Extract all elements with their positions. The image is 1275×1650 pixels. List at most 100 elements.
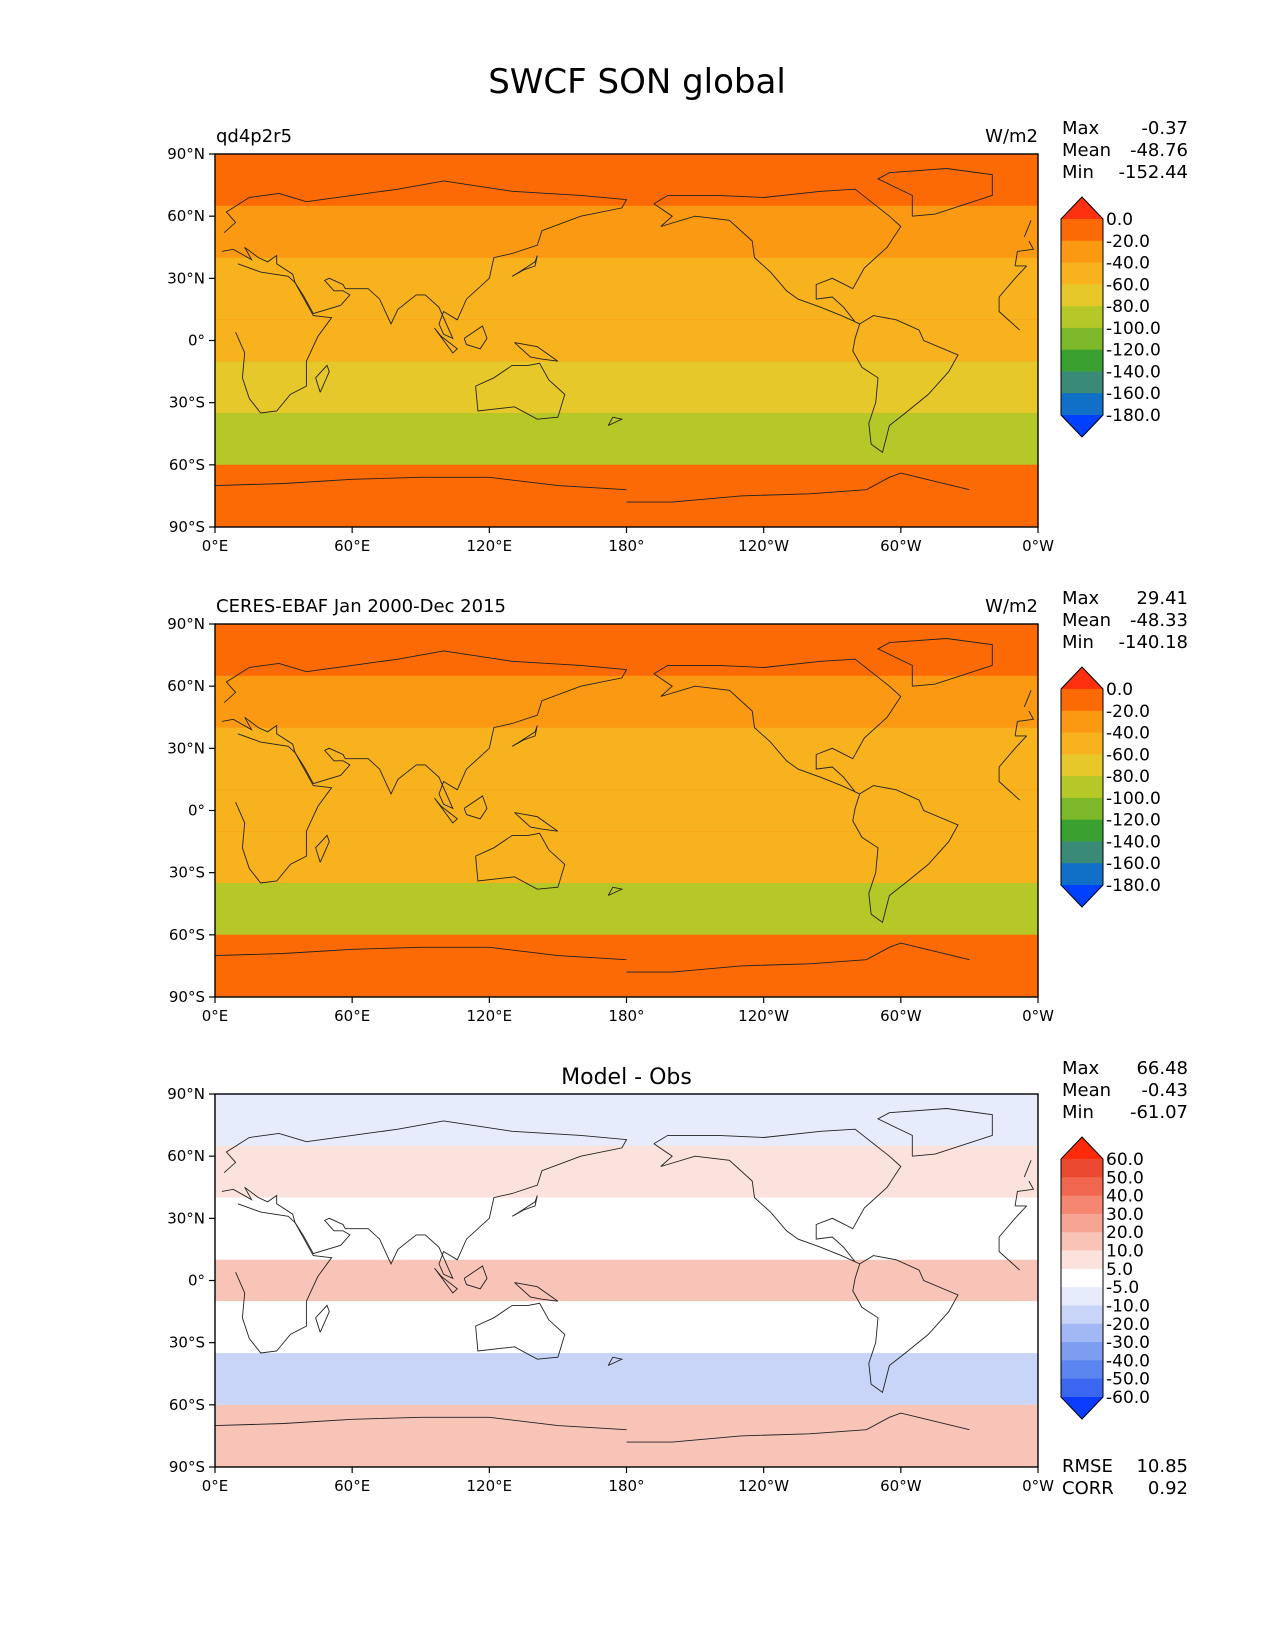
stat-value-min: -152.44 <box>1119 162 1188 183</box>
coastline <box>607 1356 624 1366</box>
colorbar-label: -40.0 <box>1106 254 1150 274</box>
coastline <box>463 325 488 350</box>
coastline <box>607 886 624 896</box>
coastline <box>221 650 1035 810</box>
colorbar-segment <box>1061 1213 1103 1233</box>
x-tick-label: 0°W <box>1022 1007 1054 1025</box>
stat-label-mean: Mean <box>1062 1080 1111 1101</box>
zonal-band-6 <box>215 883 1038 935</box>
colorbar-label: -60.0 <box>1106 275 1150 295</box>
x-tick-label: 180° <box>608 537 644 555</box>
stat-value-rmse: 10.85 <box>1136 1456 1188 1477</box>
colorbar-label: -50.0 <box>1106 1370 1150 1390</box>
colorbar-label: 60.0 <box>1106 1150 1144 1170</box>
coastline <box>877 638 993 687</box>
zonal-band-7 <box>215 464 1038 527</box>
coastline <box>221 180 1035 340</box>
colorbar-label: -20.0 <box>1106 232 1150 252</box>
coastline <box>221 1120 1035 1280</box>
y-tick-label: 0° <box>188 332 205 350</box>
stat-value-mean: -48.33 <box>1130 610 1188 631</box>
zonal-band-1 <box>215 624 1038 676</box>
colorbar-label: 10.0 <box>1106 1242 1144 1262</box>
coastline <box>235 733 1027 884</box>
x-tick-label: 60°W <box>880 537 922 555</box>
colorbar-label: -30.0 <box>1106 1333 1150 1353</box>
x-tick-label: 60°W <box>880 1007 922 1025</box>
zonal-band-5 <box>215 831 1038 884</box>
y-tick-label: 90°S <box>169 1458 205 1476</box>
coastline <box>475 362 566 420</box>
field <box>215 154 1038 527</box>
colorbar-label: 5.0 <box>1106 1260 1133 1280</box>
stat-value-max: 29.41 <box>1136 588 1188 609</box>
colorbar-segment <box>1061 1305 1103 1325</box>
coastline <box>235 263 1027 414</box>
stat-label-min: Min <box>1062 1102 1094 1123</box>
x-tick-label: 120°W <box>738 1477 789 1495</box>
colorbar-extend-top <box>1061 667 1103 689</box>
coastline <box>1023 1160 1032 1178</box>
colorbar-segment <box>1061 262 1103 285</box>
colorbar-label: -100.0 <box>1106 789 1161 809</box>
y-tick-label: 30°N <box>167 739 205 757</box>
colorbar-label: -60.0 <box>1106 745 1150 765</box>
coastline <box>514 1282 559 1302</box>
colorbar-segment <box>1061 1159 1103 1178</box>
colorbar-label: -10.0 <box>1106 1296 1150 1316</box>
colorbar-label: -120.0 <box>1106 811 1161 831</box>
coastline <box>1023 690 1032 708</box>
stat-value-corr: 0.92 <box>1148 1478 1188 1499</box>
panels: 0°E 60°E 120°E 180° 120°W 60°W 0°W 90°N 60°N 30°N… <box>167 118 1188 1499</box>
panel-units: W/m2 <box>985 596 1038 617</box>
colorbar-label: 40.0 <box>1106 1187 1144 1207</box>
stat-label-max: Max <box>1062 1058 1100 1079</box>
colorbar-segment <box>1061 284 1103 307</box>
x-tick-label: 60°E <box>334 1007 370 1025</box>
panel-title: CERES-EBAF Jan 2000-Dec 2015 <box>216 596 506 617</box>
stat-value-mean: -48.76 <box>1130 140 1188 161</box>
colorbar-label: -140.0 <box>1106 832 1161 852</box>
colorbar-extend-bottom <box>1061 1397 1103 1419</box>
colorbar-segment <box>1061 776 1103 799</box>
stat-label-min: Min <box>1062 632 1094 653</box>
coastline <box>514 812 559 832</box>
y-tick-label: 90°S <box>169 988 205 1006</box>
coastline <box>511 1195 538 1217</box>
coastline <box>852 315 959 454</box>
x-tick-label: 120°E <box>467 537 513 555</box>
stat-value-min: -140.18 <box>1119 632 1188 653</box>
zonal-band-5 <box>215 361 1038 414</box>
y-tick-label: 60°S <box>169 926 205 944</box>
colorbar-label: -140.0 <box>1106 362 1161 382</box>
y-tick-label: 60°S <box>169 456 205 474</box>
map-panel-3: 0°E 60°E 120°E 180° 120°W 60°W 0°W 90°N 60°N 30°N… <box>167 1058 1188 1499</box>
colorbar-outline <box>1060 196 1104 438</box>
coastline <box>215 1412 970 1443</box>
coastline <box>653 658 902 795</box>
colorbar-segment <box>1061 732 1103 755</box>
colorbar-extend-top <box>1061 197 1103 219</box>
colorbar: 0.0-20.0-40.0-60.0-80.0-100.0-120.0-140.… <box>1060 666 1161 908</box>
zonal-band-1 <box>215 154 1038 206</box>
coastline <box>653 188 902 325</box>
coastline <box>315 1304 330 1333</box>
y-tick-label: 90°N <box>167 145 205 163</box>
coastline <box>235 1203 1027 1354</box>
x-tick-label: 60°E <box>334 537 370 555</box>
colorbar-label: -20.0 <box>1106 1315 1150 1335</box>
stat-label-mean: Mean <box>1062 140 1111 161</box>
coastline <box>852 1255 959 1394</box>
zonal-band-5 <box>215 1301 1038 1354</box>
colorbar-label: -180.0 <box>1106 876 1161 896</box>
x-tick-label: 0°W <box>1022 537 1054 555</box>
colorbar-label: 0.0 <box>1106 210 1133 230</box>
colorbar: 60.050.040.030.020.010.05.0-5.0-10.0-20.… <box>1060 1136 1150 1420</box>
x-tick-label: 180° <box>608 1477 644 1495</box>
colorbar-segment <box>1061 863 1103 886</box>
y-tick-label: 30°S <box>169 394 205 412</box>
stat-label-rmse: RMSE <box>1062 1456 1113 1477</box>
y-tick-label: 0° <box>188 802 205 820</box>
y-tick-label: 30°N <box>167 269 205 287</box>
colorbar-label: -180.0 <box>1106 406 1161 426</box>
